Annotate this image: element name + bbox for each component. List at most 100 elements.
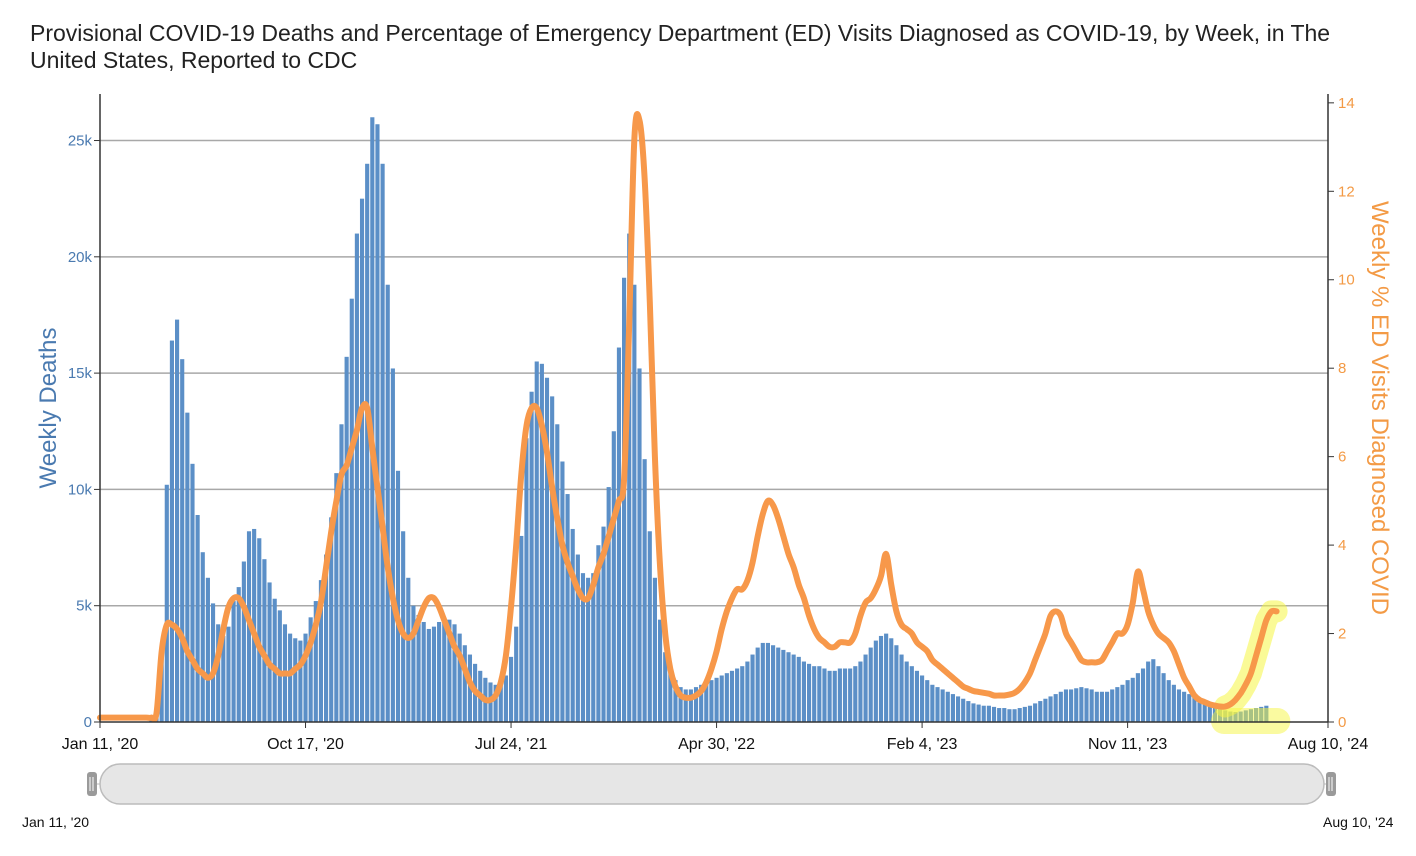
deaths-bar <box>976 704 981 722</box>
deaths-bar <box>380 163 385 722</box>
deaths-bar <box>1058 691 1063 722</box>
range-end-label: Aug 10, '24 <box>1323 814 1394 830</box>
deaths-bar <box>729 670 735 722</box>
deaths-bar <box>329 517 334 722</box>
deaths-bar <box>313 601 318 722</box>
deaths-bar <box>370 117 375 722</box>
deaths-bar <box>390 368 395 722</box>
deaths-bar <box>812 666 817 722</box>
deaths-bar <box>169 340 174 722</box>
deaths-bar <box>1079 687 1084 722</box>
deaths-bar <box>1146 661 1151 722</box>
deaths-bar <box>288 633 293 722</box>
deaths-bars <box>144 117 1269 723</box>
deaths-bar <box>180 359 185 722</box>
deaths-bar <box>796 656 801 722</box>
deaths-bar <box>524 438 529 722</box>
deaths-bar <box>550 396 555 722</box>
deaths-bar <box>544 377 550 722</box>
deaths-bar <box>334 473 339 722</box>
deaths-bar <box>1022 706 1027 722</box>
deaths-bar <box>503 675 508 722</box>
deaths-bar <box>997 708 1002 722</box>
x-tick-label: Oct 17, '20 <box>267 736 344 753</box>
deaths-bar <box>801 661 806 722</box>
deaths-bar <box>437 621 442 722</box>
deaths-bar <box>632 284 637 722</box>
right-axis-label: Weekly % ED Visits Diagnosed COVID <box>1366 201 1393 615</box>
deaths-bar <box>375 124 380 723</box>
deaths-bar <box>1002 708 1007 722</box>
deaths-bar <box>858 661 863 722</box>
deaths-bar <box>704 682 709 722</box>
deaths-bar <box>642 459 647 722</box>
deaths-bar <box>344 356 349 722</box>
deaths-bar <box>185 412 190 722</box>
deaths-bar <box>601 526 606 722</box>
deaths-bar <box>765 642 771 722</box>
deaths-bar <box>560 461 565 722</box>
deaths-bar <box>241 561 246 722</box>
deaths-bar <box>324 554 329 722</box>
deaths-bar <box>534 361 539 722</box>
deaths-bar <box>781 649 786 722</box>
right-tick-label: 10 <box>1338 272 1355 289</box>
deaths-bar <box>1171 684 1176 722</box>
deaths-bar <box>868 647 873 722</box>
deaths-bar <box>195 514 200 722</box>
left-tick-label: 15k <box>68 365 93 382</box>
deaths-bar <box>221 635 226 722</box>
deaths-bar <box>606 487 611 722</box>
range-slider-left-handle[interactable] <box>87 772 97 796</box>
deaths-bar <box>925 680 930 722</box>
deaths-bar <box>1135 673 1140 722</box>
deaths-bar <box>714 677 719 722</box>
deaths-bar <box>627 233 632 722</box>
deaths-bar <box>586 577 591 722</box>
line-highlight <box>1214 600 1288 718</box>
range-slider-right-handle[interactable] <box>1326 772 1336 796</box>
deaths-bar <box>955 696 961 722</box>
chart-title: Provisional COVID-19 Deaths and Percenta… <box>30 20 1331 73</box>
ed-visits-line-layer <box>97 111 1280 723</box>
deaths-bar <box>1043 698 1048 722</box>
left-axis-ticks: 0 5k 10k 15k 20k 25k <box>68 133 93 731</box>
left-tick-label: 5k <box>76 598 92 615</box>
axes <box>94 94 1334 728</box>
deaths-bar <box>216 624 221 722</box>
deaths-bar <box>411 605 416 722</box>
deaths-bar <box>611 431 616 722</box>
deaths-bar <box>842 668 848 722</box>
x-tick-label: Jul 24, '21 <box>475 736 548 753</box>
deaths-bar <box>735 668 740 722</box>
deaths-bar <box>1099 691 1104 722</box>
range-slider-window[interactable] <box>99 763 1325 805</box>
ed-visits-line <box>97 111 1280 723</box>
deaths-bar <box>1125 680 1130 722</box>
deaths-bar <box>200 552 205 722</box>
deaths-bar <box>848 668 853 722</box>
deaths-bar <box>1182 691 1187 722</box>
deaths-bar <box>1207 703 1212 722</box>
deaths-bar <box>914 670 920 722</box>
deaths-bar <box>832 670 837 722</box>
range-slider[interactable] <box>87 763 1336 805</box>
deaths-bar <box>791 654 796 722</box>
deaths-bar <box>514 626 519 722</box>
deaths-bar <box>1053 694 1058 722</box>
range-start-label: Jan 11, '20 <box>22 814 90 830</box>
deaths-bar <box>1069 689 1074 722</box>
deaths-bar <box>570 528 575 722</box>
deaths-bar <box>709 680 714 722</box>
right-tick-label: 2 <box>1338 626 1346 643</box>
deaths-bar <box>575 554 580 722</box>
deaths-bar <box>904 661 909 722</box>
deaths-bar <box>719 675 724 722</box>
right-tick-label: 12 <box>1338 183 1355 200</box>
deaths-bar <box>745 661 750 722</box>
deaths-bar <box>909 666 914 722</box>
deaths-bar <box>688 689 693 722</box>
right-tick-label: 8 <box>1338 360 1346 377</box>
deaths-bar <box>175 319 180 722</box>
